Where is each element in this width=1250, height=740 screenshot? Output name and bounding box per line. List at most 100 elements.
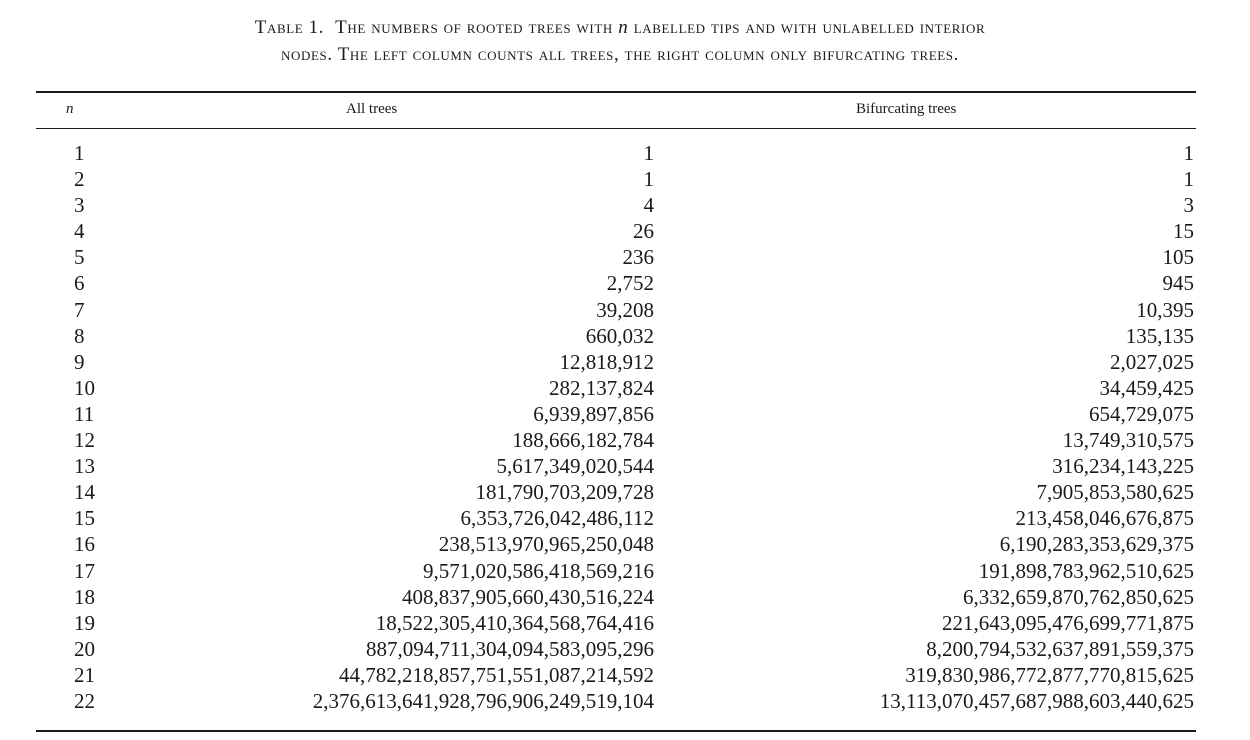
caption-line-2: nodes. The left column counts all trees,…	[281, 44, 959, 65]
row-bifurcating-cell: 34,459,425	[1099, 375, 1195, 400]
row-n-cell: 6	[74, 271, 85, 296]
row-bifurcating-cell: 1	[1183, 141, 1195, 165]
row-all-trees-cell: 18,522,305,410,364,568,764,416	[375, 610, 654, 635]
row-n-cell: 17	[74, 558, 95, 583]
table-row: 7 39,208 10,395	[0, 297, 1250, 323]
header-rule	[36, 128, 1196, 129]
row-all-trees-cell: 188,666,182,784	[512, 428, 654, 453]
table-label: Table 1.	[254, 17, 325, 38]
table-row: 16 238,513,970,965,250,048 6,190,283,353,6…	[0, 531, 1250, 557]
row-all-trees-cell: 238,513,970,965,250,048	[438, 532, 654, 557]
table-body: 1 1 1 2 1 1 3 4 3 4 26 15 5 236 105 6 2,752 945 7 39,208 10,…	[0, 140, 1250, 714]
row-bifurcating-cell: 105	[1162, 245, 1195, 270]
row-n-cell: 15	[74, 506, 95, 531]
row-all-trees-cell: 2,376,613,641,928,796,906,249,519,104	[312, 688, 654, 713]
row-n-cell: 18	[74, 584, 95, 609]
row-bifurcating-cell: 10,395	[1136, 297, 1194, 322]
table-row: 17 9,571,020,586,418,569,216 191,898,783,9…	[0, 558, 1250, 584]
table-row: 19 18,522,305,410,364,568,764,416 221,643,…	[0, 610, 1250, 636]
row-all-trees-cell: 282,137,824	[549, 375, 654, 400]
table-row: 13 5,617,349,020,544 316,234,143,225	[0, 453, 1250, 479]
table-row: 20 887,094,711,304,094,583,095,296 8,200,7…	[0, 636, 1250, 662]
row-n-cell: 4	[74, 219, 85, 244]
table-row: 3 4 3	[0, 192, 1250, 218]
row-n-cell: 10	[74, 375, 95, 400]
caption-line-1: Table 1. The numbers of rooted trees wit…	[30, 14, 1210, 41]
header-bifurcating-trees: Bifurcating trees	[856, 101, 957, 117]
header-n: n	[66, 101, 74, 117]
row-n-cell: 16	[74, 532, 95, 557]
row-n-cell: 11	[74, 401, 95, 426]
row-all-trees-cell: 44,782,218,857,751,551,087,214,592	[339, 662, 654, 687]
table-caption: Table 1. The numbers of rooted trees wit…	[30, 14, 1210, 68]
row-all-trees-cell: 660,032	[585, 323, 654, 348]
row-all-trees-cell: 2,752	[606, 271, 654, 296]
row-bifurcating-cell: 319,830,986,772,877,770,815,625	[905, 662, 1194, 687]
row-bifurcating-cell: 221,643,095,476,699,771,875	[942, 610, 1194, 635]
row-bifurcating-cell: 13,749,310,575	[1062, 428, 1194, 453]
row-bifurcating-cell: 316,234,143,225	[1052, 454, 1194, 479]
caption-text-2: labelled tips and with unlabelled interi…	[633, 17, 986, 38]
row-n-cell: 5	[74, 245, 85, 270]
row-bifurcating-cell: 8,200,794,532,637,891,559,375	[926, 636, 1194, 661]
table-row: 21 44,782,218,857,751,551,087,214,592 319,…	[0, 662, 1250, 688]
row-all-trees-cell: 26	[633, 219, 654, 244]
row-bifurcating-cell: 191,898,783,962,510,625	[978, 558, 1194, 583]
row-bifurcating-cell: 135,135	[1125, 323, 1194, 348]
row-n-cell: 2	[74, 167, 85, 192]
row-all-trees-cell: 6,939,897,856	[533, 401, 654, 426]
table-row: 5 236 105	[0, 244, 1250, 270]
row-bifurcating-cell: 6,332,659,870,762,850,625	[963, 584, 1194, 609]
table-row: 9 12,818,912 2,027,025	[0, 349, 1250, 375]
row-n-cell: 8	[74, 323, 85, 348]
row-bifurcating-cell: 1	[1183, 167, 1195, 192]
row-all-trees-cell: 408,837,905,660,430,516,224	[402, 584, 654, 609]
table-row: 22 2,376,613,641,928,796,906,249,519,104 1…	[0, 688, 1250, 714]
top-rule	[36, 91, 1196, 93]
row-all-trees-cell: 181,790,703,209,728	[475, 480, 655, 505]
row-n-cell: 1	[74, 141, 85, 165]
table-row: 14 181,790,703,209,728 7,905,853,580,625	[0, 479, 1250, 505]
row-all-trees-cell: 6,353,726,042,486,112	[460, 506, 654, 531]
table-row: 12 188,666,182,784 13,749,310,575	[0, 427, 1250, 453]
table-row: 11 6,939,897,856 654,729,075	[0, 401, 1250, 427]
row-bifurcating-cell: 13,113,070,457,687,988,603,440,625	[879, 688, 1194, 713]
row-all-trees-cell: 12,818,912	[559, 349, 655, 374]
row-n-cell: 9	[74, 349, 85, 374]
row-bifurcating-cell: 6,190,283,353,629,375	[999, 532, 1194, 557]
row-all-trees-cell: 887,094,711,304,094,583,095,296	[366, 636, 654, 661]
row-n-cell: 22	[74, 688, 95, 713]
table-row: 15 6,353,726,042,486,112 213,458,046,676,8…	[0, 505, 1250, 531]
table-row: 2 1 1	[0, 166, 1250, 192]
row-bifurcating-cell: 654,729,075	[1089, 401, 1194, 426]
row-bifurcating-cell: 213,458,046,676,875	[1015, 506, 1195, 531]
row-n-cell: 3	[74, 193, 85, 218]
table-row: 8 660,032 135,135	[0, 323, 1250, 349]
table-row: 10 282,137,824 34,459,425	[0, 375, 1250, 401]
row-n-cell: 14	[74, 480, 95, 505]
row-all-trees-cell: 1	[643, 141, 655, 165]
row-n-cell: 13	[74, 454, 95, 479]
row-all-trees-cell: 39,208	[596, 297, 654, 322]
row-n-cell: 20	[74, 636, 95, 661]
table-row: 1 1 1	[0, 140, 1250, 166]
bottom-rule	[36, 730, 1196, 732]
row-bifurcating-cell: 7,905,853,580,625	[1036, 480, 1195, 505]
row-all-trees-cell: 4	[643, 193, 655, 218]
row-all-trees-cell: 5,617,349,020,544	[496, 454, 655, 479]
row-all-trees-cell: 236	[622, 245, 655, 270]
row-n-cell: 12	[74, 428, 95, 453]
row-n-cell: 7	[74, 297, 85, 322]
caption-variable: n	[618, 17, 629, 38]
row-all-trees-cell: 9,571,020,586,418,569,216	[423, 558, 654, 583]
table-row: 4 26 15	[0, 218, 1250, 244]
table-row: 18 408,837,905,660,430,516,224 6,332,659,8…	[0, 584, 1250, 610]
row-n-cell: 19	[74, 610, 95, 635]
row-n-cell: 21	[74, 662, 95, 687]
caption-text-1: The numbers of rooted trees with	[335, 17, 613, 38]
header-all-trees: All trees	[346, 101, 398, 117]
row-bifurcating-cell: 3	[1183, 193, 1195, 218]
table-row: 6 2,752 945	[0, 270, 1250, 296]
row-bifurcating-cell: 2,027,025	[1110, 349, 1194, 374]
row-bifurcating-cell: 945	[1162, 271, 1195, 296]
